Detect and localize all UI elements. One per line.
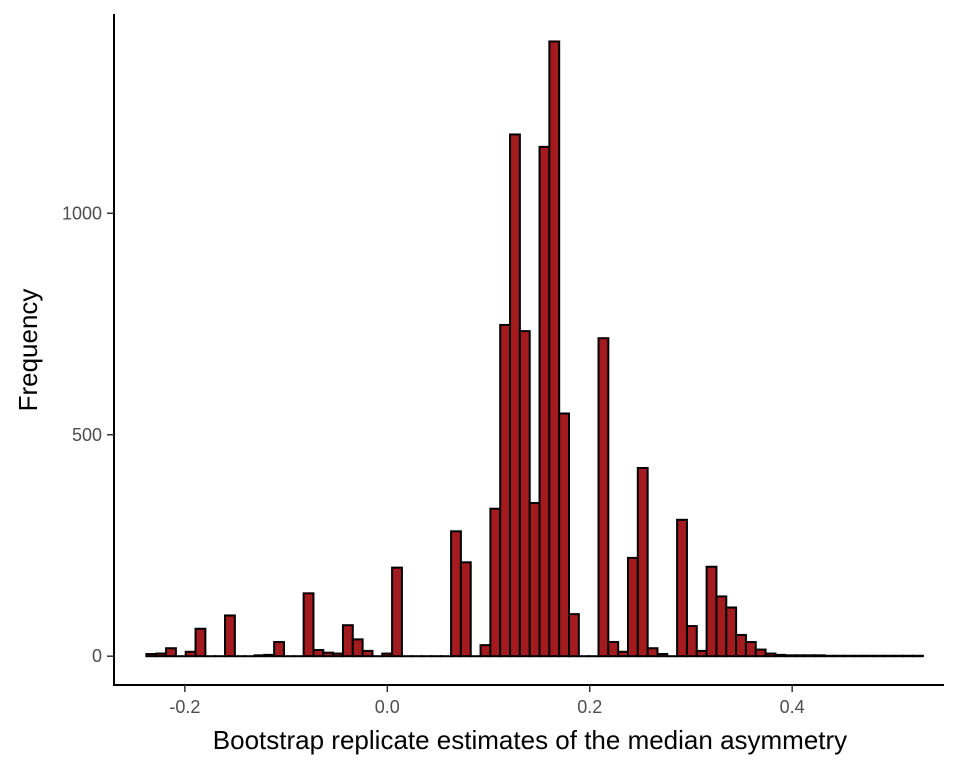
- y-axis-title: Frequency: [13, 289, 43, 412]
- y-ticks-group: 0 500 1000: [62, 203, 114, 666]
- histogram-bar: [322, 651, 335, 658]
- histogram-bar: [459, 561, 472, 658]
- histogram-bar: [636, 466, 649, 658]
- x-tick-label: 0.4: [780, 697, 805, 717]
- histogram-bar: [735, 633, 747, 658]
- y-tick-label: 0: [92, 646, 102, 666]
- histogram-bar: [558, 412, 571, 658]
- histogram-bar: [273, 641, 285, 658]
- histogram-bar: [184, 650, 197, 658]
- histogram-bar: [332, 652, 344, 658]
- histogram-bar: [617, 650, 629, 658]
- histogram-bar: [794, 654, 806, 658]
- histogram-bar: [656, 653, 669, 658]
- histogram-bar: [528, 501, 541, 658]
- histogram-bar: [145, 653, 158, 658]
- histogram-bar: [784, 654, 797, 658]
- histogram-bar: [351, 638, 364, 658]
- histogram-bar: [754, 648, 767, 658]
- histogram-bar: [155, 652, 168, 658]
- bars-group: [145, 40, 924, 658]
- histogram-bar: [695, 649, 708, 658]
- histogram-bar: [165, 647, 177, 658]
- histogram-bar: [479, 644, 492, 658]
- x-axis-title: Bootstrap replicate estimates of the med…: [213, 725, 847, 755]
- histogram-bar: [489, 507, 502, 658]
- histogram-bar: [509, 133, 521, 658]
- histogram-bar: [715, 595, 728, 658]
- histogram-bar: [499, 323, 512, 658]
- histogram-bar: [676, 518, 688, 658]
- x-tick-label: 0.2: [577, 697, 602, 717]
- histogram-bar: [774, 653, 787, 658]
- histogram-bar: [705, 565, 718, 658]
- histogram-bar: [744, 641, 757, 658]
- histogram-bar: [607, 641, 620, 658]
- histogram-bar: [194, 627, 207, 658]
- histogram-bar: [725, 606, 738, 658]
- histogram-bar: [685, 625, 698, 658]
- histogram-bar: [312, 649, 325, 658]
- histogram-bar: [302, 592, 315, 658]
- x-tick-label: -0.2: [169, 697, 200, 717]
- x-ticks-group: -0.2 0.0 0.2 0.4: [169, 685, 805, 717]
- x-tick-label: 0.0: [375, 697, 400, 717]
- histogram-bar: [646, 647, 659, 658]
- y-tick-label: 1000: [62, 203, 102, 223]
- histogram-bar: [518, 330, 531, 658]
- histogram-bar: [391, 566, 403, 658]
- y-tick-label: 500: [72, 425, 102, 445]
- histogram-bar: [568, 613, 580, 658]
- histogram-bar: [263, 653, 276, 658]
- histogram-bar: [764, 652, 777, 658]
- histogram-bar: [361, 649, 374, 658]
- histogram-bar: [253, 654, 266, 658]
- histogram-bar: [626, 556, 639, 658]
- histogram-bar: [597, 337, 610, 658]
- histogram-bar: [538, 145, 551, 658]
- histogram-bar: [341, 624, 354, 658]
- histogram-bar: [548, 40, 561, 658]
- histogram-bar: [450, 530, 462, 658]
- histogram-bar: [813, 654, 826, 658]
- histogram-bar: [224, 614, 236, 658]
- histogram-bar: [803, 654, 816, 658]
- axes-group: [113, 14, 944, 686]
- histogram-bar: [381, 652, 394, 658]
